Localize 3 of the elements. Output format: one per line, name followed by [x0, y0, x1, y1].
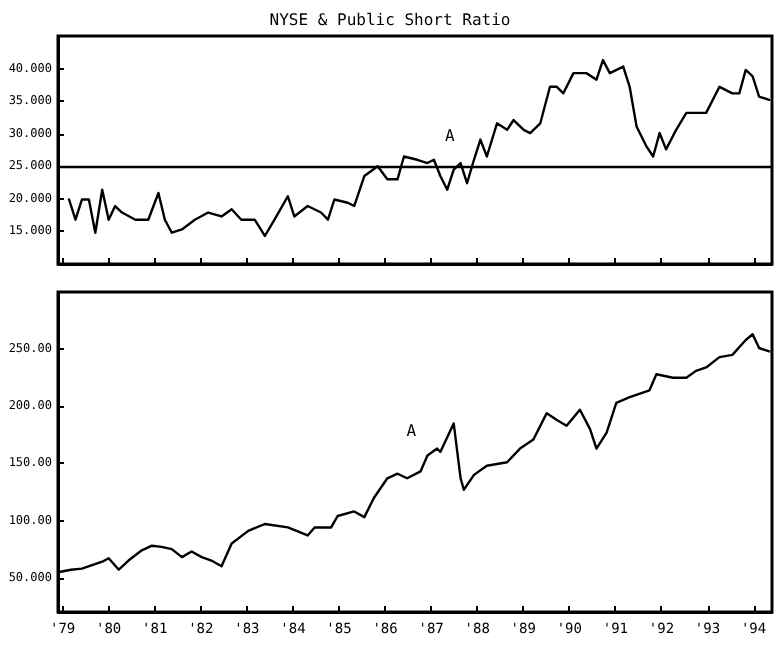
annotation: A: [445, 126, 456, 145]
annotation: A: [406, 422, 417, 441]
chart-title: NYSE & Public Short Ratio: [269, 11, 511, 29]
